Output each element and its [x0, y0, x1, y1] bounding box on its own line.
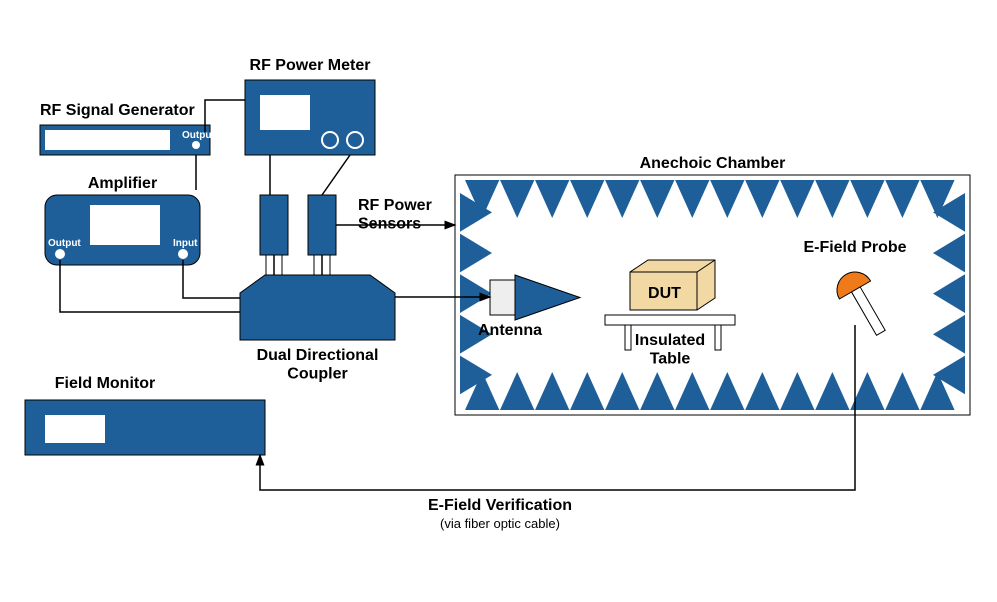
svg-text:Dual DirectionalCoupler: Dual DirectionalCoupler: [257, 347, 379, 382]
wire-amp-out-to-coupler: [60, 260, 240, 312]
dual-directional-coupler: [240, 275, 395, 340]
svg-text:Output: Output: [182, 130, 215, 141]
svg-text:Output: Output: [48, 238, 81, 249]
svg-text:E-Field Probe: E-Field Probe: [803, 239, 906, 256]
rf-power-sensor-2: [308, 195, 336, 255]
wire-siggen-to-meter-top: [205, 100, 245, 132]
svg-text:(via fiber optic cable): (via fiber optic cable): [440, 516, 560, 531]
diagram-canvas: Anechoic Chamber RF Signal Generator Outpu…: [0, 0, 997, 602]
svg-text:Anechoic Chamber: Anechoic Chamber: [640, 155, 786, 172]
svg-text:Antenna: Antenna: [478, 322, 542, 339]
svg-text:E-Field Verification: E-Field Verification: [428, 497, 572, 514]
svg-text:RF Signal Generator: RF Signal Generator: [40, 102, 195, 119]
svg-text:Input: Input: [173, 238, 198, 249]
antenna-feed: [490, 280, 515, 315]
svg-text:RF PowerSensors: RF PowerSensors: [358, 197, 432, 232]
svg-text:RF Power Meter: RF Power Meter: [250, 57, 371, 74]
wire-amp-in-to-coupler: [183, 260, 240, 298]
svg-text:DUT: DUT: [648, 285, 681, 302]
svg-text:Field Monitor: Field Monitor: [55, 375, 155, 392]
rf-power-sensor-1: [260, 195, 288, 255]
wire-meter-to-sensor2: [322, 155, 350, 195]
svg-text:Amplifier: Amplifier: [88, 175, 157, 192]
